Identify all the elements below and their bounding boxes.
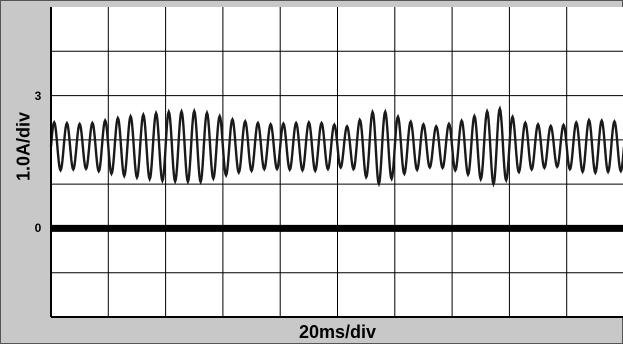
y-tick-label-3: 3 [34, 88, 42, 103]
current-waveform-trace [49, 105, 623, 188]
x-axis-label: 20ms/div [298, 322, 377, 342]
traces [49, 105, 623, 232]
y-tick-label-0: 0 [34, 221, 42, 236]
y-axis-label: 1.0A/div [13, 111, 34, 182]
